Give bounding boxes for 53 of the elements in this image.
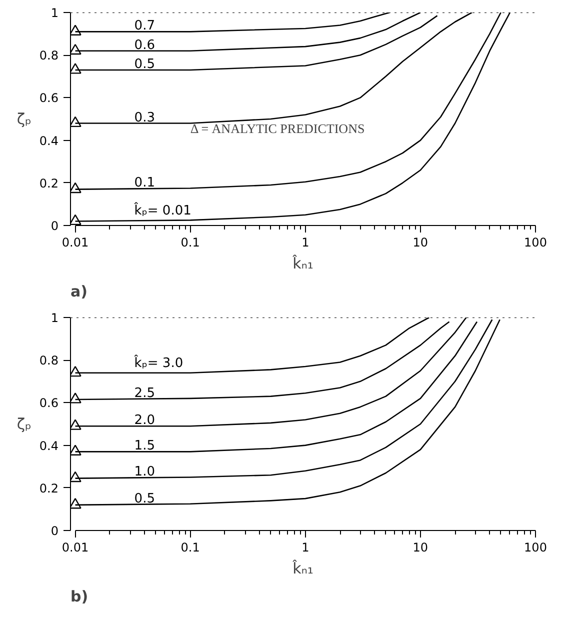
x-tick-label: 0.01	[62, 540, 89, 554]
y-tick-label: 0.6	[39, 91, 59, 106]
point	[70, 471, 82, 482]
series-label: 2.0	[134, 413, 155, 428]
annotation: Δ = ANALYTIC PREDICTIONS	[190, 121, 365, 136]
point	[70, 419, 82, 430]
y-tick-label: 0.4	[39, 438, 59, 453]
point	[70, 392, 82, 404]
point	[70, 116, 82, 128]
y-tick-label: 0	[50, 219, 59, 233]
series-label: k̂ₚ= 3.0	[133, 354, 184, 371]
y-tick-label: 0.8	[39, 354, 59, 368]
series-label: 1.5	[134, 438, 155, 454]
x-tick-label: 100	[524, 236, 547, 250]
series-label: k̂ₚ= 0.01	[133, 202, 192, 219]
x-tick-label: 0.1	[180, 236, 200, 250]
y-tick-label: 1	[50, 6, 59, 20]
series-label: 2.5	[134, 386, 155, 401]
series-label: 0.6	[134, 38, 155, 53]
y-axis-title: ζₚ	[16, 110, 32, 128]
y-tick-label: 0.2	[39, 481, 59, 496]
series-label: 0.7	[134, 18, 155, 34]
x-tick-label: 0.1	[180, 540, 200, 554]
y-tick-label: 1	[50, 311, 59, 325]
y-tick-label: 0.4	[39, 134, 59, 148]
text: a)	[70, 282, 88, 300]
point	[70, 366, 82, 377]
point	[70, 182, 82, 194]
x-tick-label: 1	[302, 236, 310, 250]
x-tick-label: 100	[524, 540, 547, 554]
y-tick-label: 0.8	[39, 48, 59, 63]
series-label: 0.3	[134, 110, 155, 126]
y-tick-label: 0.2	[39, 176, 59, 190]
text: b)	[70, 588, 88, 606]
series-label: 1.0	[134, 464, 155, 480]
x-tick-label: 0.01	[62, 236, 89, 250]
series-label: 0.1	[134, 176, 155, 191]
x-tick-label: 10	[412, 540, 428, 554]
y-tick-label: 0	[50, 524, 59, 538]
x-tick-label: 1	[302, 540, 310, 554]
point	[70, 444, 82, 456]
series-label: 0.5	[134, 491, 155, 506]
point	[70, 24, 82, 36]
point	[70, 214, 82, 226]
x-axis-title: k̂ₙ₁	[292, 558, 314, 578]
y-tick-label: 0.6	[39, 396, 59, 410]
y-axis-title: ζₚ	[16, 415, 32, 433]
point	[70, 498, 82, 509]
series-label: 0.5	[134, 57, 155, 72]
x-axis-title: k̂ₙ₁	[292, 254, 314, 272]
point	[70, 44, 82, 55]
point	[70, 63, 82, 74]
x-tick-label: 10	[412, 236, 428, 250]
